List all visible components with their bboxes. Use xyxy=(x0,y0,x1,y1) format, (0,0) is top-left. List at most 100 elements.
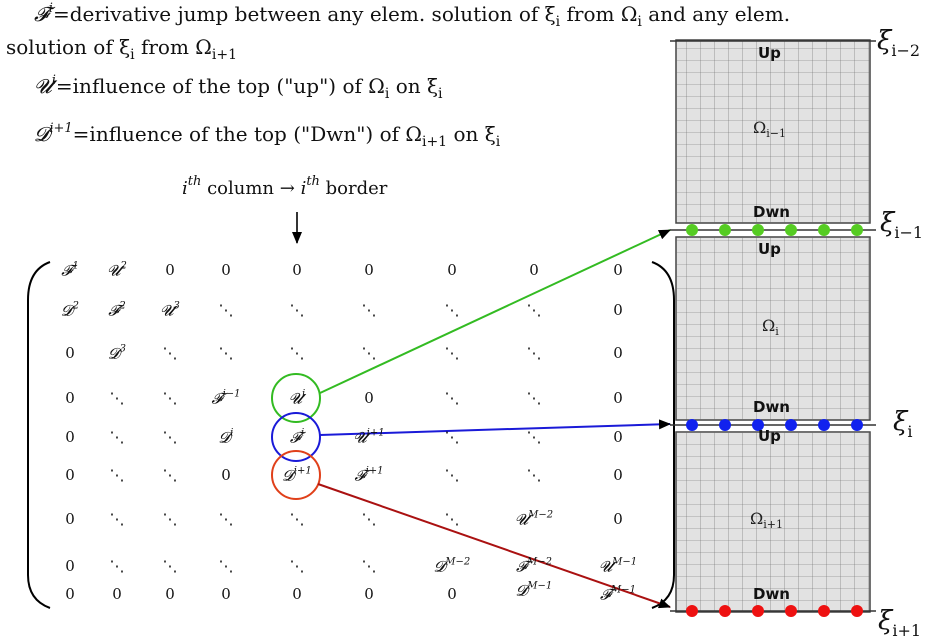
matrix-cell: 0 xyxy=(364,389,374,407)
block2-up-label: Up xyxy=(758,240,781,258)
matrix-cell: 𝓤2 xyxy=(107,260,127,280)
arrow-red xyxy=(317,483,671,609)
matrix-cell-superscript: i+1 xyxy=(366,427,385,439)
block1-up-label: Up xyxy=(758,44,781,62)
xi-label-i-2: ξi−2 xyxy=(877,26,921,60)
matrix-cell: 𝓕i−1 xyxy=(211,388,241,408)
matrix-cell: 0 xyxy=(165,261,175,279)
matrix-cell: ⋱ xyxy=(361,510,377,528)
matrix-cell: 0 xyxy=(613,261,623,279)
matrix-cell: ⋱ xyxy=(526,389,542,407)
matrix-cell: 0 xyxy=(447,261,457,279)
matrix-cell: ⋱ xyxy=(109,557,125,575)
matrix-cell: 0 xyxy=(292,261,302,279)
matrix-cell: 0 xyxy=(112,585,122,603)
matrix-cell: ⋱ xyxy=(444,344,460,362)
matrix-cell: 𝓕1 xyxy=(61,260,79,280)
matrix-cell: ⋱ xyxy=(361,557,377,575)
block-omega-i-1 xyxy=(675,39,871,224)
block1-omega-label: Ωi−1 xyxy=(753,118,786,140)
matrix-cell: 0 xyxy=(364,585,374,603)
definition-U: 𝓤i=influence of the top ("up") of Ωi on … xyxy=(34,73,443,102)
matrix-cell: 𝓓i xyxy=(218,427,234,447)
matrix-cell: 0 xyxy=(65,389,75,407)
matrix-cell: ⋱ xyxy=(289,510,305,528)
xi-label-i: ξi xyxy=(893,407,913,441)
matrix-cell: ⋱ xyxy=(289,301,305,319)
matrix-cell-superscript: i xyxy=(302,388,306,400)
matrix-cell: 𝓤i+1 xyxy=(353,427,385,447)
matrix-cell: ⋱ xyxy=(109,428,125,446)
block-omega-i+1 xyxy=(675,431,871,613)
matrix-cell: ⋱ xyxy=(218,301,234,319)
matrix-cell: 0 xyxy=(447,585,457,603)
matrix-cell: 𝓓M−1 xyxy=(515,580,553,600)
matrix-cell: 0 xyxy=(65,344,75,362)
matrix-cell: 0 xyxy=(529,261,539,279)
matrix-cell: ⋱ xyxy=(444,428,460,446)
matrix-cell: ⋱ xyxy=(218,557,234,575)
matrix-cell-superscript: M−1 xyxy=(611,584,637,596)
matrix-cell: ⋱ xyxy=(109,389,125,407)
matrix-cell: 0 xyxy=(613,510,623,528)
matrix-cell-superscript: 2 xyxy=(119,300,126,312)
highlight-D-i+1 xyxy=(271,450,321,500)
matrix-cell: ⋱ xyxy=(526,428,542,446)
matrix-cell-superscript: i xyxy=(230,427,234,439)
matrix-cell-superscript: M−1 xyxy=(612,556,638,568)
matrix-left-bracket xyxy=(27,261,51,609)
matrix-cell-superscript: M−2 xyxy=(445,556,471,568)
matrix-cell: 0 xyxy=(65,510,75,528)
arrow-blue xyxy=(319,419,671,436)
matrix-cell: 0 xyxy=(613,301,623,319)
matrix-cell-superscript: 3 xyxy=(119,343,126,355)
matrix-cell: ⋱ xyxy=(162,428,178,446)
xi-label-i+1: ξi+1 xyxy=(878,606,922,640)
block3-up-label: Up xyxy=(758,427,781,445)
matrix-cell: 0 xyxy=(221,261,231,279)
arrow-green xyxy=(319,229,671,394)
block-omega-i xyxy=(675,236,871,421)
matrix-cell: ⋱ xyxy=(109,466,125,484)
dots-red xyxy=(686,605,863,617)
matrix-cell: 0 xyxy=(65,585,75,603)
dots-green xyxy=(686,224,863,236)
matrix-cell-superscript: i−1 xyxy=(222,388,241,400)
matrix-cell: ⋱ xyxy=(444,301,460,319)
block2-dwn-label: Dwn xyxy=(753,398,790,416)
matrix-cell: 𝓤i xyxy=(288,388,306,408)
matrix-cell-superscript: i+1 xyxy=(293,465,312,477)
block3-dwn-label: Dwn xyxy=(753,585,790,603)
matrix-cell-superscript: M−1 xyxy=(527,580,553,592)
matrix-cell: 𝓤M−2 xyxy=(514,509,554,529)
matrix-cell: ⋱ xyxy=(526,466,542,484)
matrix-cell: ⋱ xyxy=(361,301,377,319)
matrix-cell: 0 xyxy=(221,585,231,603)
matrix-cell: 𝓓M−2 xyxy=(433,556,471,576)
matrix-cell: 0 xyxy=(165,585,175,603)
block2-omega-label: Ωi xyxy=(762,316,779,338)
matrix-cell: 0 xyxy=(364,261,374,279)
matrix-cell: 𝓓2 xyxy=(61,300,79,320)
block3-omega-label: Ωi+1 xyxy=(750,509,783,531)
matrix-cell-superscript: 1 xyxy=(72,260,79,272)
definition-F-cont: solution of ξi from Ωi+1 xyxy=(6,35,237,63)
matrix-cell: 0 xyxy=(292,585,302,603)
matrix-cell: 𝓕M−1 xyxy=(599,584,637,604)
matrix-cell-superscript: 2 xyxy=(72,300,79,312)
highlight-U-i xyxy=(271,373,321,423)
definition-F: 𝓕i=derivative jump between any elem. sol… xyxy=(34,1,791,30)
matrix-cell: ⋱ xyxy=(162,557,178,575)
matrix-cell: 0 xyxy=(221,466,231,484)
matrix-cell: ⋱ xyxy=(109,510,125,528)
matrix-cell: ⋱ xyxy=(289,344,305,362)
matrix-cell: ⋱ xyxy=(444,510,460,528)
matrix-cell-superscript: i+1 xyxy=(365,465,384,477)
matrix-cell-superscript: 2 xyxy=(120,260,127,272)
matrix-cell: 𝓓i+1 xyxy=(282,465,312,485)
matrix-cell: 0 xyxy=(613,344,623,362)
matrix-cell: ⋱ xyxy=(444,389,460,407)
matrix-cell-superscript: i xyxy=(300,427,305,439)
matrix-cell-superscript: M−2 xyxy=(528,509,554,521)
matrix-cell: 0 xyxy=(65,557,75,575)
